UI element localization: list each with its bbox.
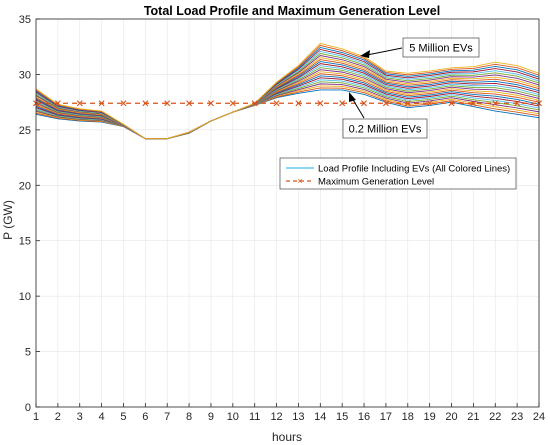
x-tick-label-12: 13 xyxy=(292,411,304,423)
legend-generation-label: Maximum Generation Level xyxy=(318,177,434,188)
x-tick-label-16: 17 xyxy=(380,411,392,423)
y-tick-label-7: 35 xyxy=(19,14,31,26)
y-tick-label-4: 20 xyxy=(19,180,31,192)
x-tick-label-3: 4 xyxy=(99,411,105,423)
generation-marker-4 xyxy=(120,100,127,107)
x-tick-label-6: 7 xyxy=(164,411,170,423)
x-tick-label-22: 23 xyxy=(511,411,523,423)
annotation-box-02m xyxy=(342,118,428,139)
load-curve-14 xyxy=(35,61,540,140)
x-axis-ticks: 1 2 3 4 5 6 7 8 9 10 11 12 13 14 15 16 17 18 19 20 21 22 23 24 xyxy=(33,403,545,423)
x-tick-label-0: 1 xyxy=(33,411,39,423)
annotation-0-2-million: 0.2 Million EVs xyxy=(349,124,422,136)
generation-marker-2 xyxy=(76,100,83,107)
x-tick-label-4: 5 xyxy=(120,411,126,423)
annotation-arrowhead-02m xyxy=(349,92,356,102)
x-tick-label-1: 2 xyxy=(55,411,61,423)
x-tick-label-20: 21 xyxy=(467,411,479,423)
y-tick-label-5: 25 xyxy=(19,125,31,137)
x-tick-label-2: 3 xyxy=(77,411,83,423)
generation-marker-15 xyxy=(361,100,368,107)
legend-generation-marker: × xyxy=(297,176,302,186)
x-tick-label-9: 10 xyxy=(227,411,239,423)
generation-marker-18 xyxy=(426,100,433,107)
x-tick-label-15: 16 xyxy=(358,411,370,423)
x-tick-label-13: 14 xyxy=(314,411,326,423)
x-tick-label-18: 19 xyxy=(424,411,436,423)
x-tick-label-17: 18 xyxy=(402,411,414,423)
generation-marker-20 xyxy=(470,100,477,107)
x-tick-label-14: 15 xyxy=(336,411,348,423)
x-axis-label: hours xyxy=(272,430,302,444)
generation-marker-6 xyxy=(164,100,171,107)
x-tick-label-10: 11 xyxy=(249,411,260,423)
generation-marker-12 xyxy=(295,100,302,107)
generation-marker-3 xyxy=(98,100,105,107)
generation-marker-16 xyxy=(382,100,389,107)
annotation-5-million: 5 Million EVs xyxy=(409,43,473,55)
x-tick-label-5: 6 xyxy=(142,411,148,423)
y-tick-label-0: 0 xyxy=(25,402,31,414)
load-curve-2 xyxy=(35,85,540,140)
y-axis-ticks: 0 5 10 15 20 25 30 35 xyxy=(19,14,40,414)
generation-marker-11 xyxy=(273,100,280,107)
chart-annotations: 5 Million EVs 0.2 Million EVs xyxy=(342,37,480,139)
x-tick-label-21: 22 xyxy=(489,411,501,423)
generation-marker-1 xyxy=(54,100,61,107)
y-tick-label-1: 5 xyxy=(25,347,31,359)
load-curve-0 xyxy=(35,89,540,140)
generation-marker-19 xyxy=(448,100,455,107)
load-curve-23 xyxy=(35,42,540,140)
generation-marker-10 xyxy=(251,100,258,107)
y-tick-label-3: 15 xyxy=(19,236,31,248)
generation-marker-5 xyxy=(142,100,149,107)
chart-legend: Load Profile Including EVs (All Colored … xyxy=(279,157,517,190)
load-curve-17 xyxy=(35,55,540,140)
chart-title: Total Load Profile and Maximum Generatio… xyxy=(144,4,440,18)
annotation-arrow-02m xyxy=(351,97,365,119)
y-tick-label-2: 10 xyxy=(19,291,31,303)
generation-marker-13 xyxy=(317,100,324,107)
x-tick-label-7: 8 xyxy=(186,411,192,423)
generation-marker-21 xyxy=(492,100,499,107)
x-tick-label-11: 12 xyxy=(270,411,282,423)
generation-marker-9 xyxy=(229,100,236,107)
load-curves xyxy=(35,42,540,140)
generation-series xyxy=(33,100,542,107)
x-tick-label-23: 24 xyxy=(533,411,545,423)
generation-marker-22 xyxy=(514,100,521,107)
y-axis-label: P (GW) xyxy=(1,200,15,240)
legend-load-label: Load Profile Including EVs (All Colored … xyxy=(318,164,510,175)
y-tick-label-6: 30 xyxy=(19,69,31,81)
plot-frame xyxy=(35,18,540,408)
generation-marker-8 xyxy=(207,100,214,107)
annotation-arrowhead-5m xyxy=(360,50,370,58)
x-tick-label-8: 9 xyxy=(208,411,214,423)
load-curve-15 xyxy=(35,59,540,140)
annotation-arrow-5m xyxy=(366,47,403,56)
generation-marker-7 xyxy=(186,100,193,107)
generation-marker-14 xyxy=(339,100,346,107)
generation-marker-17 xyxy=(404,100,411,107)
annotation-box-5m xyxy=(402,37,480,58)
x-tick-label-19: 20 xyxy=(445,411,457,423)
legend-box xyxy=(279,157,517,190)
